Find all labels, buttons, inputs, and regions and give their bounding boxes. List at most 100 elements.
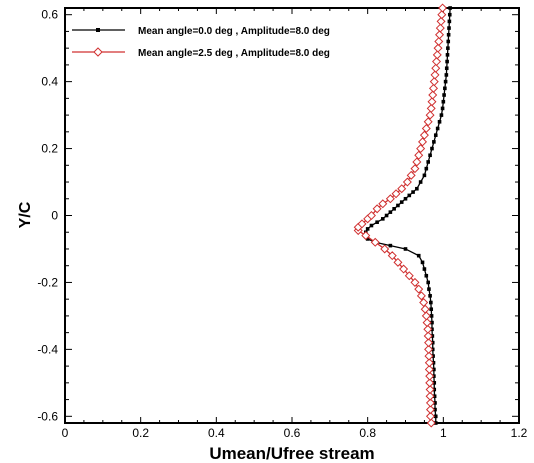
data-point (433, 43, 443, 53)
data-point (423, 117, 433, 127)
data-point (427, 287, 431, 291)
data-point (428, 294, 432, 298)
y-tick-label: -0.2 (37, 275, 58, 289)
data-point (447, 19, 452, 24)
data-point (385, 194, 395, 204)
data-point (432, 381, 437, 385)
data-point (375, 220, 379, 224)
data-point (412, 157, 422, 167)
data-point (428, 153, 432, 158)
data-point (444, 73, 449, 77)
data-point (414, 284, 424, 294)
data-point (381, 217, 385, 221)
data-point (440, 106, 445, 111)
data-point (434, 36, 444, 46)
legend-marker (96, 28, 100, 32)
series-1 (363, 6, 452, 425)
data-point (426, 418, 436, 428)
data-point (411, 190, 415, 194)
data-point (435, 23, 445, 33)
series-2 (353, 3, 448, 428)
data-point (436, 16, 446, 26)
data-point (416, 291, 426, 301)
y-tick-label: 0.2 (41, 142, 58, 156)
x-tick-label: 0.4 (208, 426, 225, 440)
data-point (425, 405, 435, 415)
x-tick-label: 0.6 (284, 426, 301, 440)
data-point (426, 280, 430, 285)
data-point (424, 364, 434, 374)
data-point (443, 86, 447, 91)
data-point (403, 247, 408, 251)
data-point (392, 207, 396, 211)
data-point (424, 273, 429, 278)
data-point (435, 126, 440, 131)
data-point (433, 414, 438, 419)
data-point (437, 119, 442, 124)
data-point (425, 371, 435, 381)
plot-area-frame (64, 7, 520, 424)
data-point (423, 331, 433, 341)
data-point (416, 144, 426, 154)
data-point (432, 50, 442, 60)
data-point (429, 300, 433, 305)
data-point (425, 378, 435, 388)
data-point (422, 318, 432, 328)
data-point (424, 166, 429, 171)
y-tick-label: -0.6 (37, 409, 58, 423)
data-point (419, 130, 429, 140)
y-axis-title: Y/C (17, 201, 34, 228)
data-point (421, 311, 431, 321)
x-tick-label: 0.8 (359, 426, 376, 440)
data-point (402, 177, 412, 187)
data-point (424, 344, 434, 354)
data-point (370, 237, 380, 247)
data-point (418, 137, 428, 147)
data-point (429, 77, 439, 87)
data-point (422, 267, 427, 271)
data-point (441, 99, 446, 104)
x-tick-label: 1.2 (511, 426, 528, 440)
data-point (420, 304, 430, 314)
data-point (426, 160, 430, 164)
data-point (422, 173, 427, 178)
data-point (432, 140, 436, 144)
data-point (407, 193, 412, 198)
data-point (432, 367, 436, 372)
y-axis-ticks: -0.6 -0.4 -0.2 0 0.2 0.4 0.6 (37, 8, 519, 423)
data-point (428, 90, 438, 100)
data-point (378, 199, 388, 209)
data-point (410, 277, 420, 287)
data-point (445, 53, 450, 57)
y-tick-label: 0.4 (41, 75, 58, 89)
data-point (427, 97, 437, 107)
data-point (433, 421, 438, 425)
data-point (424, 358, 434, 368)
data-point (442, 93, 446, 97)
data-point (365, 237, 370, 241)
data-point (406, 170, 416, 180)
data-point (429, 314, 434, 318)
legend-marker (93, 47, 103, 57)
data-point (387, 251, 397, 261)
data-point (443, 79, 448, 84)
data-point (416, 253, 421, 258)
y-tick-label: -0.4 (37, 342, 58, 356)
data-point (391, 189, 401, 199)
y-tick-label: 0.6 (41, 8, 58, 22)
legend-label: Mean angle=2.5 deg , Amplitude=8.0 deg (138, 48, 330, 59)
legend-label: Mean angle=0.0 deg , Amplitude=8.0 deg (138, 26, 330, 37)
data-point (423, 324, 433, 334)
data-point (403, 196, 408, 201)
data-point (361, 231, 371, 241)
data-point (425, 385, 435, 395)
data-point (445, 59, 449, 64)
data-point (433, 401, 437, 405)
data-point (448, 6, 452, 10)
data-point (380, 244, 390, 254)
data-point (432, 394, 437, 399)
data-point (418, 180, 423, 184)
y-tick-label: 0 (51, 209, 58, 223)
